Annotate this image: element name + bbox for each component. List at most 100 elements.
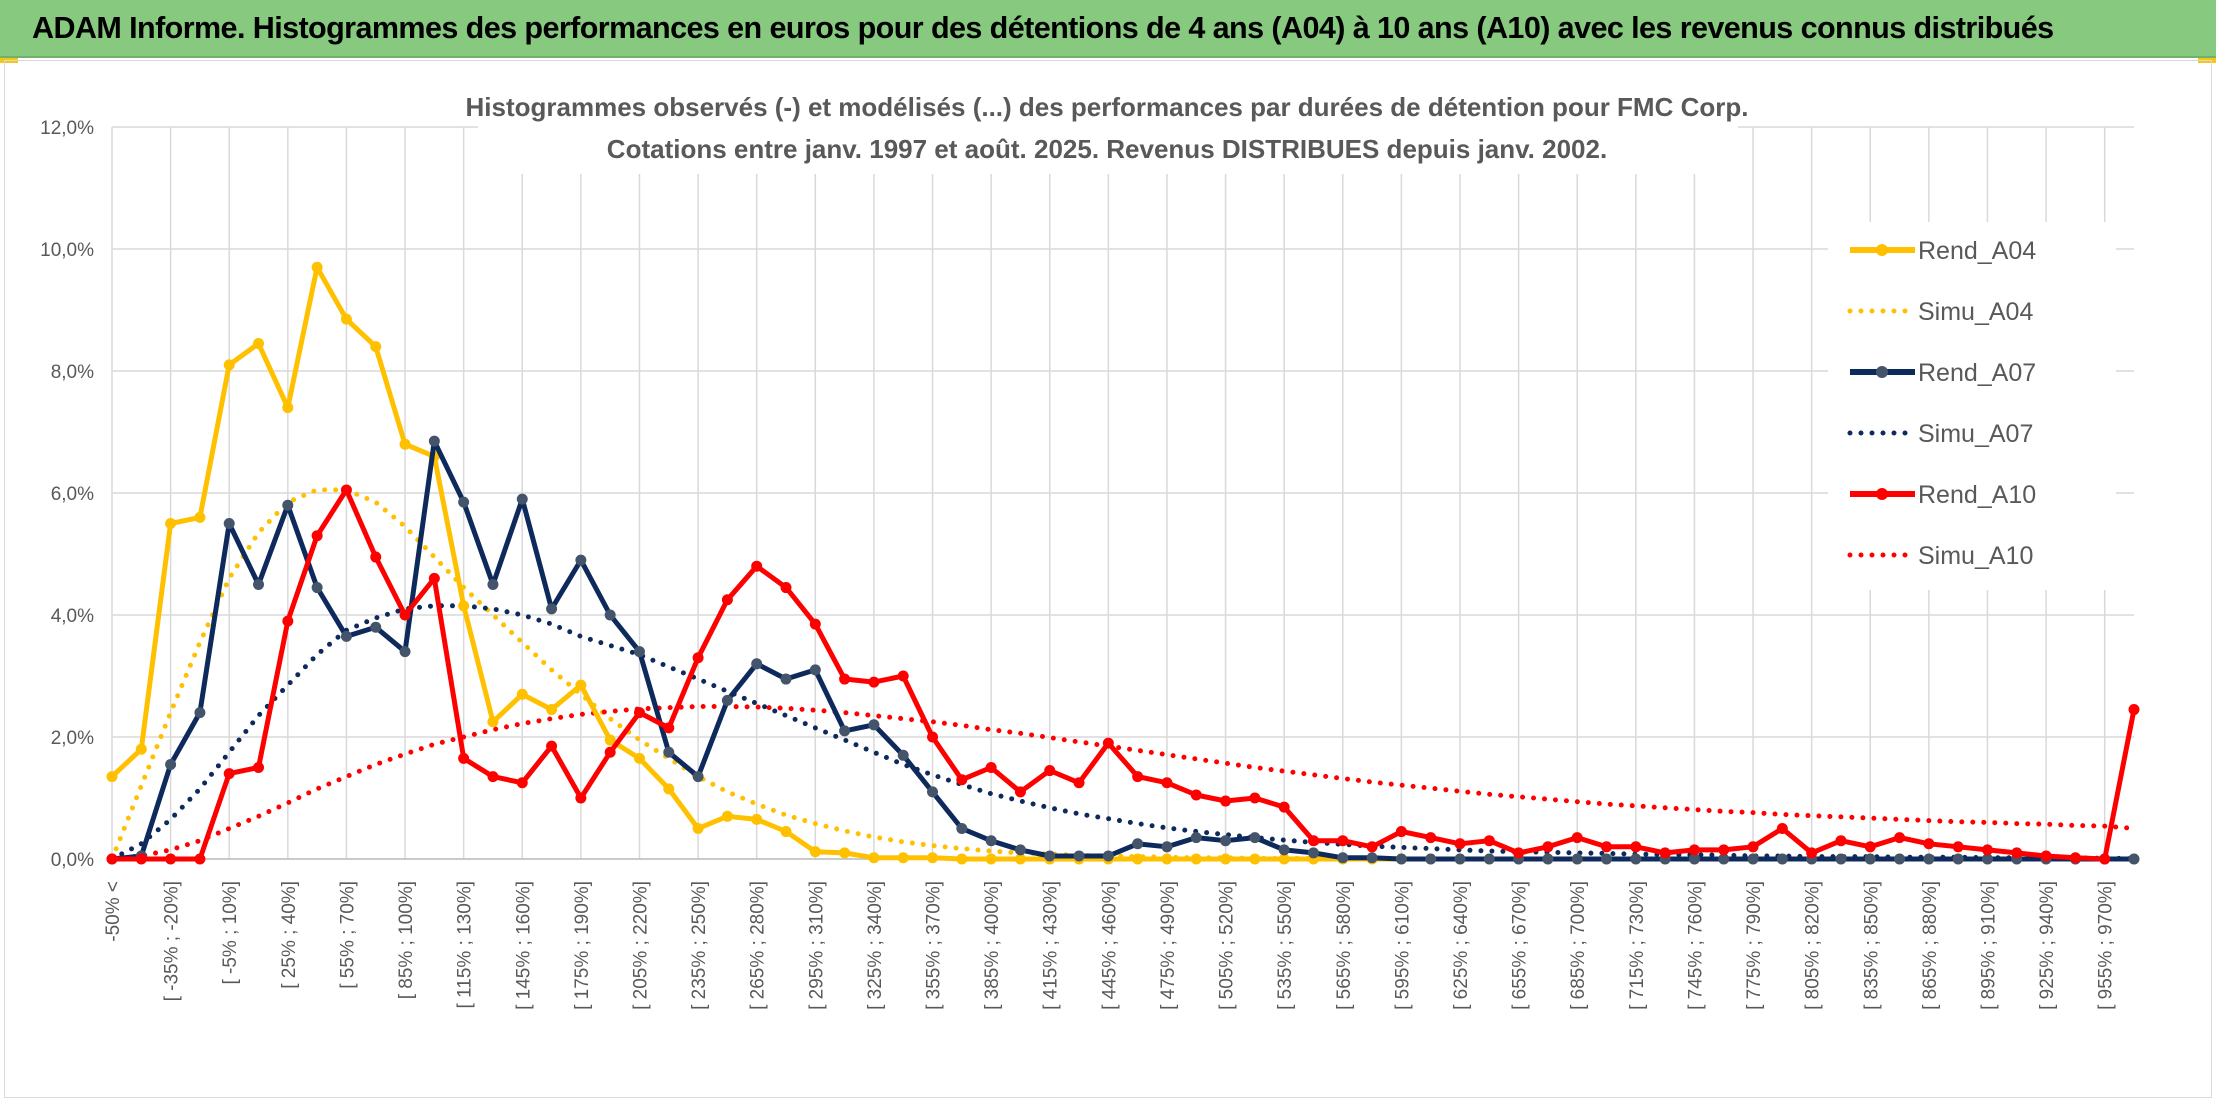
point-Rend_A04 xyxy=(1220,853,1232,865)
point-Rend_A10 xyxy=(1454,838,1466,850)
point-Rend_A10 xyxy=(253,762,265,773)
point-Rend_A04 xyxy=(1249,853,1261,865)
point-Rend_A04 xyxy=(282,402,294,414)
point-Rend_A07 xyxy=(956,823,968,834)
point-Rend_A07 xyxy=(1425,853,1437,865)
point-Rend_A10 xyxy=(546,740,558,752)
point-Rend_A10 xyxy=(868,676,880,688)
point-Rend_A10 xyxy=(1864,841,1876,853)
point-Rend_A10 xyxy=(1894,832,1906,844)
point-Rend_A10 xyxy=(1923,838,1935,850)
point-Rend_A07 xyxy=(985,835,997,847)
point-Rend_A10 xyxy=(1278,801,1290,813)
point-Rend_A10 xyxy=(1073,777,1085,789)
x-tick-label: [ 325% ; 340%] xyxy=(865,881,886,1010)
point-Rend_A04 xyxy=(575,679,587,691)
x-tick-label: [ 925% ; 940%] xyxy=(2037,881,2058,1010)
point-Rend_A04 xyxy=(546,704,558,716)
x-tick-label: -50% < xyxy=(103,881,124,942)
point-Rend_A07 xyxy=(340,630,352,642)
y-tick-label: 0,0% xyxy=(51,850,94,871)
point-Rend_A07 xyxy=(311,582,323,594)
legend-label-Rend_A10: Rend_A10 xyxy=(1918,481,2036,509)
point-Rend_A10 xyxy=(575,792,587,804)
point-Rend_A07 xyxy=(1483,853,1495,865)
point-Rend_A04 xyxy=(780,826,792,838)
point-Rend_A04 xyxy=(135,743,147,755)
x-tick-label: [ 865% ; 880%] xyxy=(1920,881,1941,1010)
point-Rend_A07 xyxy=(1278,844,1290,856)
point-Rend_A04 xyxy=(370,341,382,353)
point-Rend_A10 xyxy=(663,722,675,734)
point-Rend_A04 xyxy=(399,438,411,450)
x-tick-label: [ 895% ; 910%] xyxy=(1978,881,1999,1010)
point-Rend_A10 xyxy=(1835,835,1847,847)
legend-label-Simu_A07: Simu_A07 xyxy=(1918,420,2033,448)
chart-frame xyxy=(4,60,2212,1098)
point-Rend_A10 xyxy=(985,762,997,773)
x-tick-label: [ 355% ; 370%] xyxy=(924,881,945,1010)
series-line-Rend_A07 xyxy=(111,438,2134,862)
point-Rend_A04 xyxy=(165,518,177,529)
x-tick-label: [ 295% ; 310%] xyxy=(806,881,827,1010)
point-Rend_A10 xyxy=(839,673,851,685)
y-axis-ticks: 0,0% 2,0% 4,0% 6,0% 8,0% 10,0% 12,0% xyxy=(40,118,94,871)
point-Rend_A10 xyxy=(223,768,235,780)
legend-label-Simu_A10: Simu_A10 xyxy=(1918,542,2033,570)
point-Rend_A07 xyxy=(1102,850,1114,862)
x-tick-label: [ 205% ; 220%] xyxy=(630,881,651,1010)
legend-marker-Rend_A10 xyxy=(1876,488,1888,500)
legend-label-Rend_A07: Rend_A07 xyxy=(1918,359,2036,387)
point-Rend_A07 xyxy=(1161,841,1173,853)
point-Rend_A07 xyxy=(1688,853,1700,865)
point-Rend_A07 xyxy=(1014,844,1026,856)
point-Rend_A04 xyxy=(927,852,939,864)
x-tick-label: [ 25% ; 40%] xyxy=(279,881,300,989)
point-Rend_A04 xyxy=(223,359,235,371)
x-tick-label: [ 805% ; 820%] xyxy=(1803,881,1824,1010)
point-Rend_A04 xyxy=(663,783,675,795)
point-Rend_A04 xyxy=(1014,853,1026,865)
point-Rend_A07 xyxy=(575,554,587,566)
chart-title-line: Cotations entre janv. 1997 et août. 2025… xyxy=(607,134,1607,164)
point-Rend_A10 xyxy=(106,853,118,865)
point-Rend_A07 xyxy=(1542,853,1554,865)
x-tick-label: [ 55% ; 70%] xyxy=(337,881,358,989)
point-Rend_A10 xyxy=(751,560,763,572)
point-Rend_A07 xyxy=(370,621,382,633)
point-Rend_A07 xyxy=(927,786,939,798)
point-Rend_A10 xyxy=(1132,771,1144,783)
point-Rend_A10 xyxy=(1630,841,1642,853)
point-Rend_A07 xyxy=(1835,853,1847,865)
point-Rend_A04 xyxy=(868,852,880,864)
point-Rend_A07 xyxy=(194,707,206,719)
point-Rend_A07 xyxy=(253,579,265,590)
point-Rend_A07 xyxy=(1952,853,1964,865)
point-Rend_A04 xyxy=(487,716,499,728)
point-Rend_A07 xyxy=(1571,853,1583,865)
x-tick-label: [ 625% ; 640%] xyxy=(1451,881,1472,1010)
point-Rend_A10 xyxy=(1044,765,1056,777)
point-Rend_A10 xyxy=(194,853,206,865)
point-Rend_A04 xyxy=(897,852,909,864)
point-Rend_A10 xyxy=(927,731,939,743)
point-Rend_A10 xyxy=(2069,852,2081,864)
y-tick-label: 12,0% xyxy=(40,118,94,139)
point-Rend_A07 xyxy=(428,435,440,447)
x-tick-label: [ 595% ; 610%] xyxy=(1392,881,1413,1010)
point-Rend_A04 xyxy=(516,688,528,700)
point-Rend_A07 xyxy=(1337,852,1349,864)
x-tick-label: [ 955% ; 970%] xyxy=(2096,881,2117,1010)
point-Rend_A04 xyxy=(809,846,821,858)
point-Rend_A10 xyxy=(1307,835,1319,847)
x-tick-label: [ 535% ; 550%] xyxy=(1275,881,1296,1010)
x-tick-label: [ 265% ; 280%] xyxy=(748,881,769,1010)
report-banner: ADAM Informe. Histogrammes des performan… xyxy=(0,0,2216,58)
point-Rend_A07 xyxy=(1044,850,1056,862)
point-Rend_A10 xyxy=(1220,795,1232,807)
point-Rend_A07 xyxy=(1190,832,1202,844)
point-Rend_A07 xyxy=(1307,847,1319,859)
y-tick-label: 2,0% xyxy=(51,728,94,749)
series-line-Simu_A04 xyxy=(109,487,2137,862)
point-Rend_A10 xyxy=(458,752,470,764)
